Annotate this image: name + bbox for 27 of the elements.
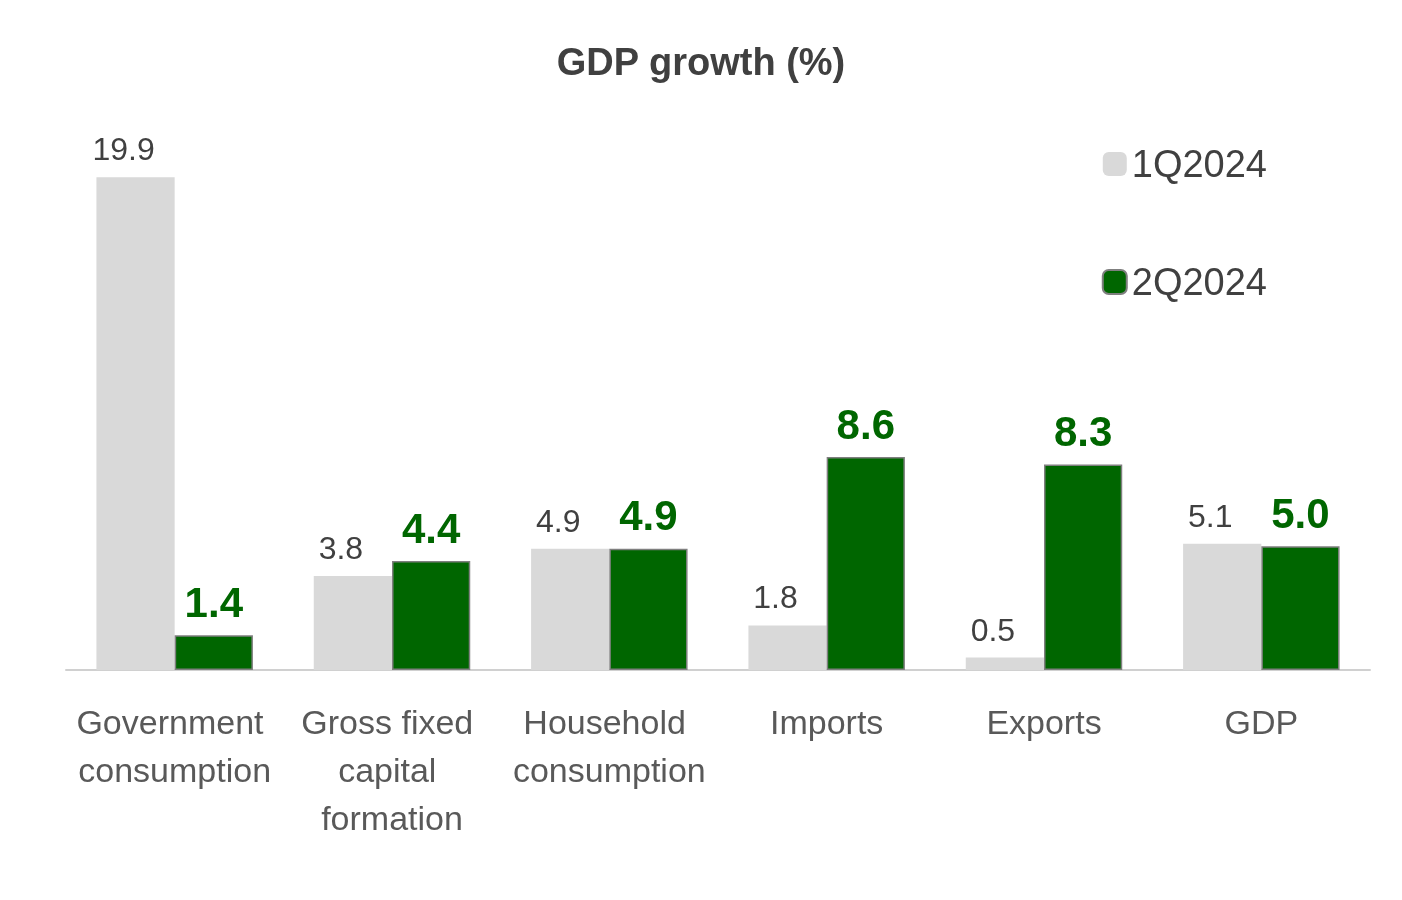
- data-label: 4.4: [401, 504, 461, 552]
- data-label: 5.0: [1271, 489, 1330, 537]
- bar: [1261, 546, 1340, 670]
- bar: [826, 457, 905, 670]
- legend-label: 2Q2024: [1131, 261, 1268, 303]
- bar: [609, 548, 688, 670]
- data-label: 19.9: [92, 131, 155, 168]
- bar: [1044, 464, 1123, 670]
- data-label: 8.3: [1053, 407, 1113, 455]
- x-tick-label: GDP: [1224, 703, 1299, 741]
- data-label: 0.5: [970, 611, 1016, 648]
- bar: [392, 561, 471, 670]
- data-label: 4.9: [535, 502, 581, 539]
- data-label: 3.8: [318, 529, 364, 566]
- data-label: 1.4: [184, 578, 244, 626]
- legend-label: 1Q2024: [1131, 143, 1268, 185]
- x-tick-label: Exports: [986, 703, 1102, 741]
- bar: [174, 635, 253, 670]
- x-tick-label: Government consumption: [76, 703, 273, 789]
- chart-title: GDP growth (%): [556, 41, 846, 83]
- data-label: 1.8: [753, 579, 798, 616]
- x-tick-label: Imports: [769, 703, 884, 741]
- data-label: 8.6: [836, 400, 895, 448]
- x-tick-label: Household consumption: [512, 703, 706, 789]
- data-label: 5.1: [1187, 497, 1233, 534]
- data-label: 4.9: [619, 492, 678, 540]
- x-tick-label: Gross fixed capital formation: [301, 703, 483, 837]
